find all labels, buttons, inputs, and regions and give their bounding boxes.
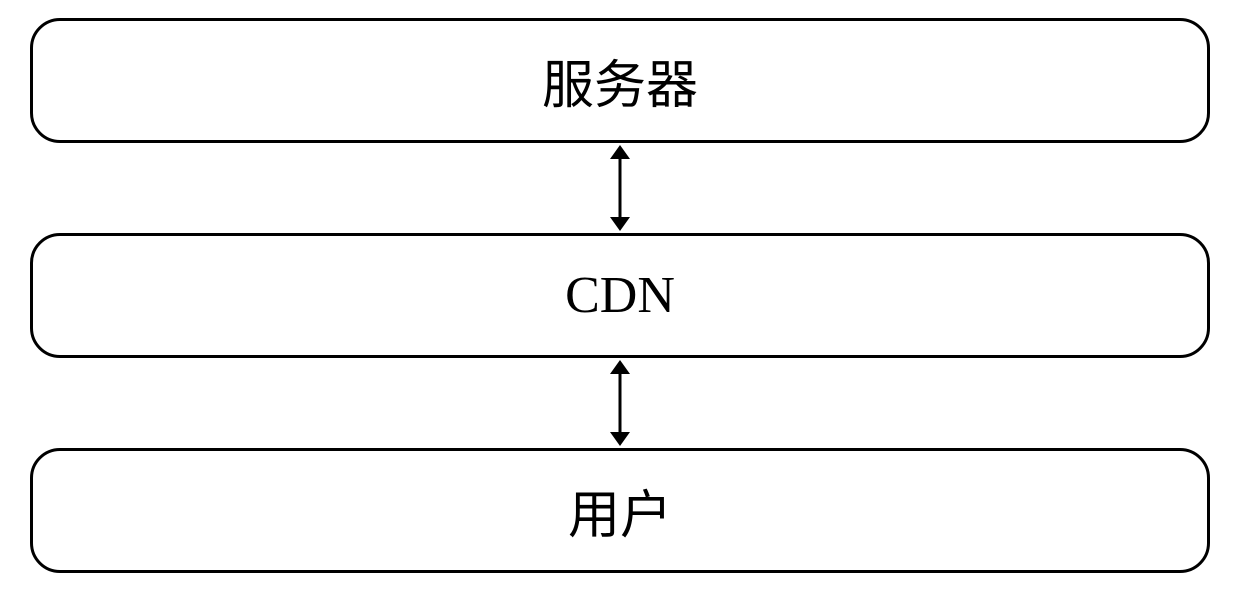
bidirectional-arrow-icon: [600, 143, 640, 233]
arrow-server-cdn: [600, 143, 640, 233]
bidirectional-arrow-icon: [600, 358, 640, 448]
user-node: 用户: [30, 448, 1210, 573]
cdn-node: CDN: [30, 233, 1210, 358]
server-label: 服务器: [542, 43, 698, 118]
arrow-cdn-user: [600, 358, 640, 448]
architecture-diagram: 服务器 CDN 用户: [30, 18, 1210, 573]
user-label: 用户: [568, 473, 672, 548]
cdn-label: CDN: [565, 266, 675, 325]
server-node: 服务器: [30, 18, 1210, 143]
